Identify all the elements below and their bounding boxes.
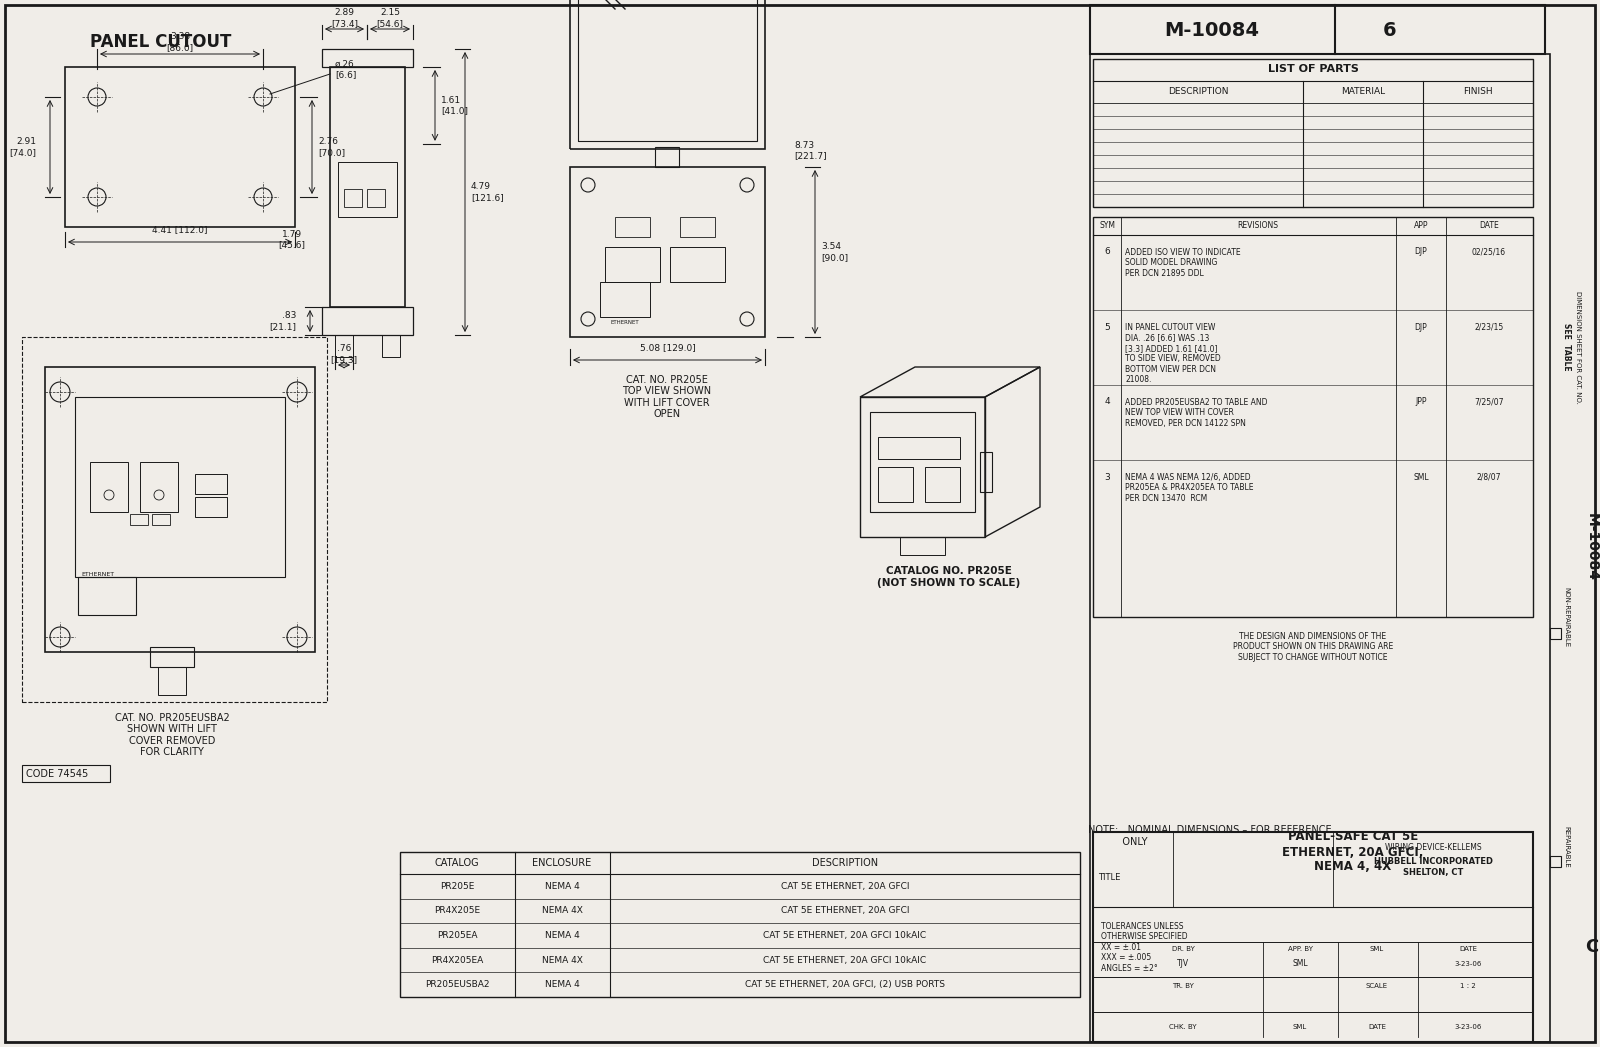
- Text: SYM: SYM: [1099, 222, 1115, 230]
- Text: 02/25/16: 02/25/16: [1472, 247, 1506, 257]
- Text: NEMA 4 WAS NEMA 12/6, ADDED
PR205EA & PR4X205EA TO TABLE
PER DCN 13470  RCM: NEMA 4 WAS NEMA 12/6, ADDED PR205EA & PR…: [1125, 473, 1253, 503]
- Text: 2/23/15: 2/23/15: [1474, 322, 1504, 332]
- Text: DR. BY: DR. BY: [1171, 946, 1195, 952]
- Text: NEMA 4X: NEMA 4X: [541, 907, 582, 915]
- Text: CODE 74545: CODE 74545: [26, 768, 88, 779]
- Text: 4.79
[121.6]: 4.79 [121.6]: [470, 182, 504, 202]
- Text: DESCRIPTION: DESCRIPTION: [811, 857, 878, 868]
- Text: ENCLOSURE: ENCLOSURE: [533, 857, 592, 868]
- Text: 1.79
[45.6]: 1.79 [45.6]: [278, 230, 306, 249]
- Bar: [878, 437, 960, 459]
- Text: APP. BY: APP. BY: [1288, 946, 1312, 952]
- Text: CATALOG NO. PR205E
(NOT SHOWN TO SCALE): CATALOG NO. PR205E (NOT SHOWN TO SCALE): [877, 566, 1021, 587]
- Text: DIMENSION SHEET FOR CAT. NO.: DIMENSION SHEET FOR CAT. NO.: [1574, 291, 1581, 403]
- Text: CAT 5E ETHERNET, 20A GFCI: CAT 5E ETHERNET, 20A GFCI: [781, 882, 909, 891]
- Text: .83
[21.1]: .83 [21.1]: [269, 311, 296, 331]
- Bar: [45, 367, 315, 652]
- Bar: [1550, 856, 1562, 867]
- Bar: [366, 190, 386, 207]
- Text: C: C: [1586, 938, 1598, 956]
- Text: PANEL-SAFE CAT 5E
ETHERNET, 20A GFCI,
NEMA 4, 4X: PANEL-SAFE CAT 5E ETHERNET, 20A GFCI, NE…: [1282, 830, 1424, 873]
- Bar: [75, 397, 285, 577]
- Bar: [195, 474, 227, 494]
- Text: PANEL CUTOUT: PANEL CUTOUT: [90, 34, 232, 51]
- Text: HUBBELL INCORPORATED
SHELTON, CT: HUBBELL INCORPORATED SHELTON, CT: [1373, 857, 1493, 876]
- Bar: [330, 67, 405, 307]
- Text: SML: SML: [1293, 1024, 1307, 1030]
- Text: PR205E: PR205E: [440, 882, 474, 891]
- Text: 2/8/07: 2/8/07: [1477, 472, 1501, 482]
- Text: M-10084: M-10084: [1165, 21, 1259, 40]
- Text: NON-REPAIRABLE: NON-REPAIRABLE: [1563, 587, 1570, 647]
- Text: NEMA 4: NEMA 4: [544, 882, 579, 891]
- Text: CAT 5E ETHERNET, 20A GFCI, (2) USB PORTS: CAT 5E ETHERNET, 20A GFCI, (2) USB PORTS: [746, 980, 946, 989]
- Bar: [570, 0, 765, 149]
- Text: ø.26
[6.6]: ø.26 [6.6]: [334, 60, 357, 79]
- Bar: [90, 462, 128, 512]
- Text: TR. BY: TR. BY: [1173, 983, 1194, 989]
- Text: 8.73
[221.7]: 8.73 [221.7]: [794, 140, 827, 160]
- Bar: [66, 67, 294, 227]
- Bar: [382, 335, 400, 357]
- Bar: [1090, 54, 1550, 1042]
- Text: APP: APP: [1414, 222, 1429, 230]
- Text: M-10084: M-10084: [1586, 513, 1598, 581]
- Text: CAT. NO. PR205EUSBA2
SHOWN WITH LIFT
COVER REMOVED
FOR CLARITY: CAT. NO. PR205EUSBA2 SHOWN WITH LIFT COV…: [115, 713, 229, 757]
- Text: DESCRIPTION: DESCRIPTION: [1168, 88, 1229, 96]
- Bar: [979, 452, 992, 492]
- Text: NEMA 4: NEMA 4: [544, 980, 579, 989]
- Text: ADDED PR205EUSBA2 TO TABLE AND
NEW TOP VIEW WITH COVER
REMOVED, PER DCN 14122 SP: ADDED PR205EUSBA2 TO TABLE AND NEW TOP V…: [1125, 398, 1267, 428]
- Text: 2.89
[73.4]: 2.89 [73.4]: [331, 8, 358, 27]
- Text: 7/25/07: 7/25/07: [1474, 398, 1504, 406]
- Text: DATE: DATE: [1459, 946, 1477, 952]
- Bar: [578, 0, 757, 141]
- Text: 6: 6: [1104, 247, 1110, 257]
- Text: LIST OF PARTS: LIST OF PARTS: [1267, 64, 1358, 74]
- Text: 2.91
[74.0]: 2.91 [74.0]: [10, 137, 35, 157]
- Text: CAT. NO. PR205E
TOP VIEW SHOWN
WITH LIFT COVER
OPEN: CAT. NO. PR205E TOP VIEW SHOWN WITH LIFT…: [622, 375, 712, 420]
- Text: SEE  TABLE: SEE TABLE: [1562, 324, 1571, 371]
- Text: .76
[19.3]: .76 [19.3]: [331, 344, 357, 363]
- Text: REPAIRABLE: REPAIRABLE: [1563, 826, 1570, 868]
- Text: 1.61
[41.0]: 1.61 [41.0]: [442, 95, 467, 115]
- Bar: [861, 397, 986, 537]
- Text: DJP: DJP: [1414, 247, 1427, 257]
- Bar: [878, 467, 914, 502]
- Bar: [1550, 628, 1562, 639]
- Text: PR205EUSBA2: PR205EUSBA2: [424, 980, 490, 989]
- Bar: [605, 247, 661, 282]
- Text: CHK. BY: CHK. BY: [1170, 1024, 1197, 1030]
- Bar: [670, 247, 725, 282]
- Text: 2.15
[54.6]: 2.15 [54.6]: [376, 8, 403, 27]
- Bar: [570, 168, 765, 337]
- Bar: [22, 337, 326, 701]
- Bar: [338, 162, 397, 217]
- Bar: [152, 514, 170, 525]
- Bar: [150, 647, 194, 667]
- Text: CAT 5E ETHERNET, 20A GFCI: CAT 5E ETHERNET, 20A GFCI: [781, 907, 909, 915]
- Text: ETHERNET: ETHERNET: [82, 573, 115, 578]
- Text: ETHERNET: ETHERNET: [611, 319, 640, 325]
- Text: NEMA 4: NEMA 4: [544, 931, 579, 940]
- Bar: [158, 667, 186, 695]
- Text: FINISH: FINISH: [1462, 88, 1493, 96]
- Text: 3-23-06: 3-23-06: [1454, 961, 1482, 967]
- Text: TJV: TJV: [1178, 959, 1189, 968]
- Text: ADDED ISO VIEW TO INDICATE
SOLID MODEL DRAWING
PER DCN 21895 DDL: ADDED ISO VIEW TO INDICATE SOLID MODEL D…: [1125, 248, 1240, 277]
- Bar: [334, 335, 354, 357]
- Text: SML: SML: [1293, 959, 1307, 968]
- Bar: [141, 462, 178, 512]
- Text: 6: 6: [1382, 21, 1397, 40]
- Bar: [1090, 5, 1546, 54]
- Bar: [1093, 217, 1533, 617]
- Text: 4: 4: [1104, 398, 1110, 406]
- Bar: [925, 467, 960, 502]
- Text: 1 : 2: 1 : 2: [1461, 983, 1475, 989]
- Text: MATERIAL: MATERIAL: [1341, 88, 1386, 96]
- Bar: [600, 282, 650, 317]
- Text: CATALOG: CATALOG: [435, 857, 480, 868]
- Text: DATE: DATE: [1478, 222, 1499, 230]
- Text: IN PANEL CUTOUT VIEW
DIA. .26 [6.6] WAS .13
[3.3] ADDED 1.61 [41.0]
TO SIDE VIEW: IN PANEL CUTOUT VIEW DIA. .26 [6.6] WAS …: [1125, 324, 1221, 384]
- Text: REVISIONS: REVISIONS: [1237, 222, 1278, 230]
- Text: 3.38
[86.0]: 3.38 [86.0]: [166, 32, 194, 51]
